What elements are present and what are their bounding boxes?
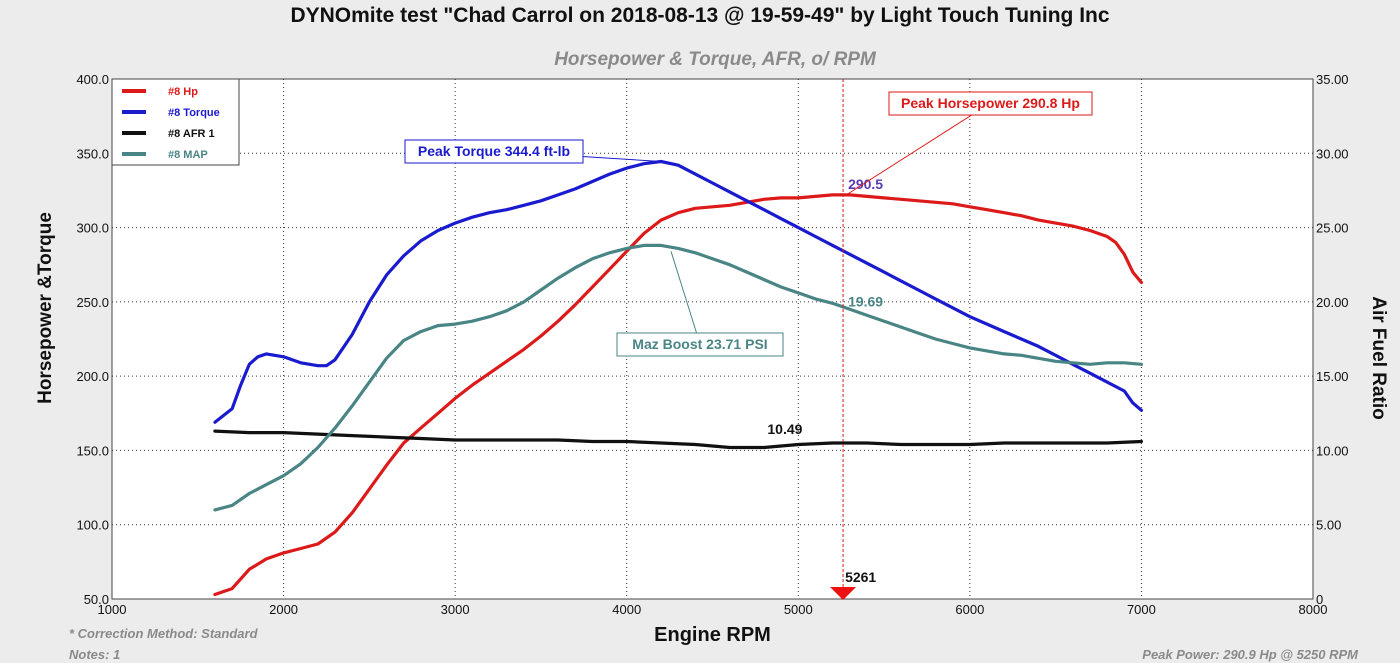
peak-hp-callout-label: Peak Horsepower 290.8 Hp [901,95,1080,111]
peak-hp-callout-leader [846,102,991,196]
annotations-group: 5261 290.5 19.69 10.49 Peak Torque 344.4 ft-… [404,79,1093,600]
cursor-hp-value: 290.5 [848,176,883,192]
x-tick-label: 8000 [1299,602,1328,617]
legend: #8 Hp #8 Torque #8 AFR 1 #8 MAP [111,78,240,166]
y-tick-label: 300.0 [76,221,109,236]
cursor-marker [830,587,857,600]
series-line-2 [213,429,1143,450]
y2-tick-label: 30.00 [1316,146,1349,161]
legend-label: #8 Hp [168,86,198,98]
cursor-map-value: 19.69 [848,293,883,309]
peak-hp-callout-box [888,91,1093,116]
cursor-rpm-label: 5261 [845,569,876,585]
y-tick-label: 150.0 [76,443,109,458]
peak-torque-callout-box [404,139,584,164]
chart-title: DYNOmite test "Chad Carrol on 2018-08-13… [290,4,1110,27]
x-tick-label: 4000 [612,602,641,617]
legend-label: #8 MAP [168,149,208,161]
chart-subtitle: Horsepower & Torque, AFR, o/ RPM [554,49,876,70]
series-line-3 [213,243,1143,512]
y2-tick-label: 10.00 [1316,443,1349,458]
y-tick-label: 50.0 [84,592,109,607]
correction-method-note: * Correction Method: Standard [69,626,258,641]
y-tick-label: 400.0 [76,72,109,87]
notes-text: Notes: 1 [69,647,121,662]
y2-tick-label: 25.00 [1316,221,1349,236]
x-tick-label: 7000 [1127,602,1156,617]
y-tick-label: 100.0 [76,518,109,533]
legend-label: #8 Torque [168,107,220,119]
max-boost-callout-box [616,332,784,357]
max-boost-callout-label: Maz Boost 23.71 PSI [632,336,767,352]
x-tick-label: 3000 [441,602,470,617]
x-tick-label: 6000 [955,602,984,617]
y2-tick-label: 35.00 [1316,72,1349,87]
max-boost-callout-leader [670,251,701,345]
y-tick-label: 200.0 [76,369,109,384]
y2-tick-label: 0 [1316,592,1323,607]
series-group [213,159,1143,597]
legend-box [111,78,240,166]
x-tick-label: 1000 [98,602,127,617]
tick-labels: 1000 2000 3000 4000 5000 6000 7000 8000 50.0 100.… [76,72,1348,617]
series-line-0 [213,193,1143,597]
y-tick-label: 250.0 [76,295,109,310]
x-tick-label: 2000 [269,602,298,617]
y2-tick-label: 20.00 [1316,295,1349,310]
y-tick-label: 350.0 [76,146,109,161]
x-tick-label: 5000 [784,602,813,617]
peak-torque-callout-label: Peak Torque 344.4 ft-lb [418,143,570,159]
grid-lines [112,79,1313,599]
cursor-afr-value: 10.49 [767,421,802,437]
legend-label: #8 AFR 1 [168,128,215,140]
y2-tick-label: 5.00 [1316,518,1341,533]
x-axis-label: Engine RPM [654,624,771,646]
y2-tick-label: 15.00 [1316,369,1349,384]
peak-power-text: Peak Power: 290.9 Hp @ 5250 RPM [1142,647,1358,662]
